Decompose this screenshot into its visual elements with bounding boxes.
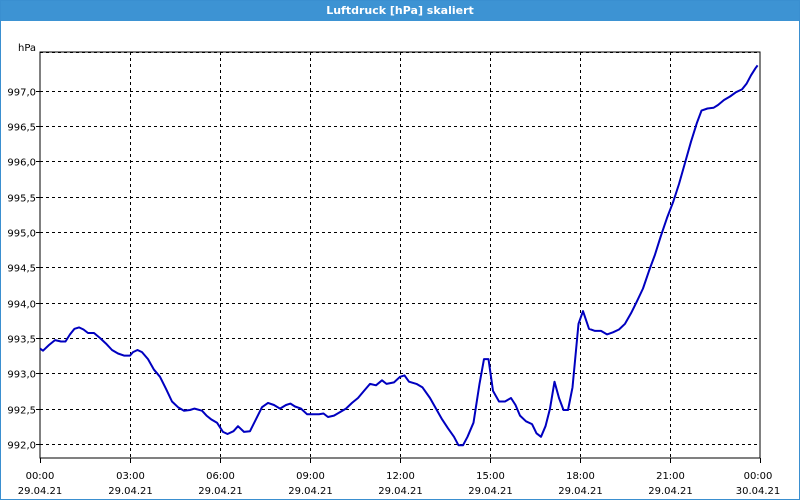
x-tick-time: 18:00 [566,471,595,482]
x-tick-time: 21:00 [656,471,685,482]
y-tick-label: 993,0 [7,370,36,381]
window-title: Luftdruck [hPa] skaliert [1,1,799,21]
y-tick-label: 997,0 [7,88,36,99]
y-axis-ticks: 992,0 992,5 993,0 993,5 994,0 994,5 995,0 995,5… [7,88,40,452]
x-tick-date: 29.04.21 [18,486,63,497]
x-tick-time: 15:00 [476,471,505,482]
x-tick-date: 29.04.21 [468,486,513,497]
y-tick-label: 994,5 [7,264,36,275]
x-tick-date: 29.04.21 [198,486,243,497]
x-tick-date: 29.04.21 [288,486,333,497]
y-axis-label: hPa [18,43,36,54]
y-tick-label: 992,5 [7,406,36,417]
grid [40,52,760,458]
x-tick-time: 00:00 [744,471,773,482]
x-tick-date: 29.04.21 [558,486,603,497]
y-tick-label: 994,0 [7,300,36,311]
x-tick-time: 00:00 [26,471,55,482]
x-tick-date: 30.04.21 [736,486,781,497]
x-axis-ticks: 00:00 29.04.21 03:00 29.04.21 06:00 29.04.21 0… [18,458,781,497]
x-tick-date: 29.04.21 [378,486,423,497]
x-tick-date: 29.04.21 [648,486,693,497]
y-tick-label: 995,5 [7,194,36,205]
y-tick-label: 996,0 [7,158,36,169]
y-tick-label: 992,0 [7,441,36,452]
x-tick-time: 03:00 [116,471,145,482]
series-group [39,64,759,447]
series-line [39,64,759,447]
x-tick-time: 09:00 [296,471,325,482]
x-tick-date: 29.04.21 [108,486,153,497]
y-tick-label: 993,5 [7,335,36,346]
y-tick-label: 995,0 [7,229,36,240]
x-tick-time: 12:00 [386,471,415,482]
y-tick-label: 996,5 [7,123,36,134]
x-tick-time: 06:00 [206,471,235,482]
